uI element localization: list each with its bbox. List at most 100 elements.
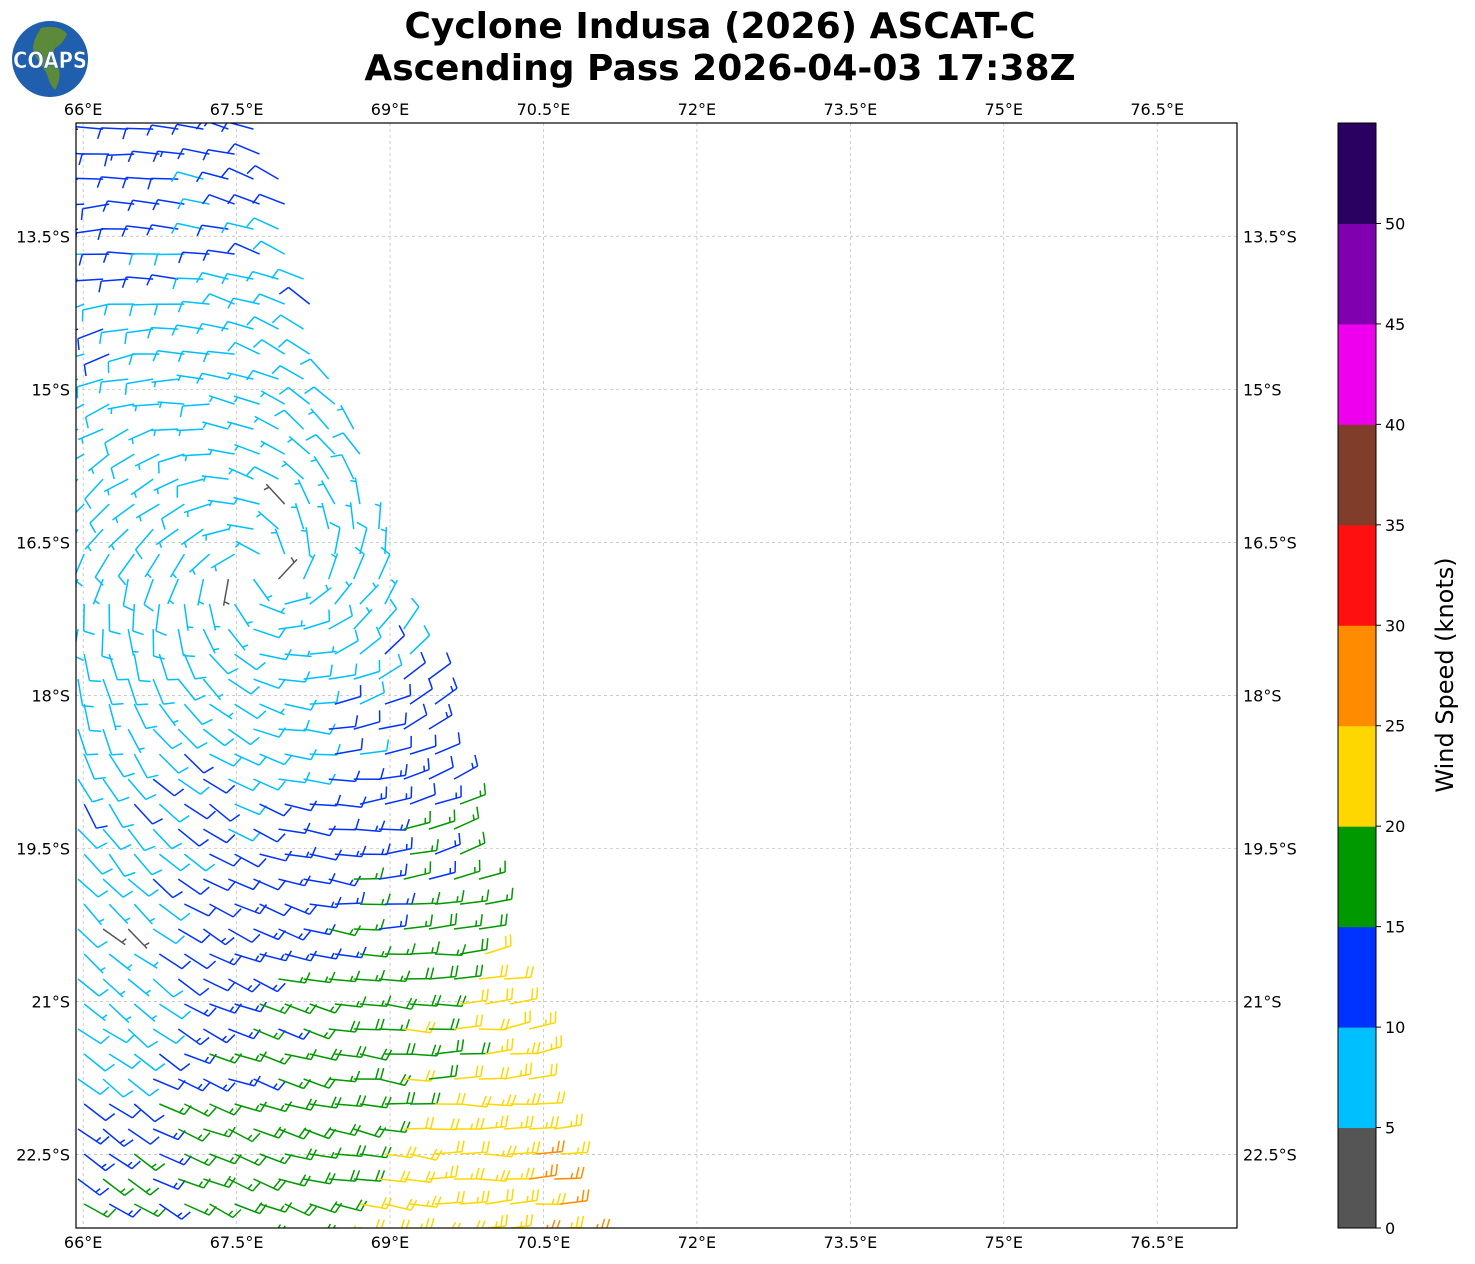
colorbar-bin (1338, 323, 1376, 425)
wind-barb (177, 1028, 210, 1046)
wind-barb (278, 386, 311, 405)
wind-barb (170, 171, 204, 183)
wind-barb (353, 710, 381, 730)
wind-barb (284, 592, 311, 605)
wind-barb (201, 475, 229, 482)
wind-barb (384, 579, 398, 605)
wind-barb (124, 378, 154, 395)
wind-barb (300, 527, 311, 555)
wind-barb (76, 303, 85, 309)
wind-barb (246, 466, 279, 480)
wind-barb (334, 845, 367, 858)
wind-barb (328, 715, 359, 730)
wind-barb (334, 685, 362, 705)
wind-barb (76, 628, 85, 662)
wind-barb (378, 1019, 411, 1031)
wind-barb (359, 843, 391, 856)
wind-barb (97, 228, 129, 241)
wind-barb (227, 297, 260, 309)
wind-barb (153, 303, 185, 316)
wind-barb (409, 941, 441, 955)
wind-barb (299, 358, 330, 380)
wind-barb (155, 528, 179, 548)
wind-barb (428, 1064, 459, 1080)
wind-barb (127, 978, 152, 997)
wind-barb (284, 699, 317, 711)
wind-barb (453, 859, 481, 880)
wind-barb (303, 825, 337, 837)
wind-barb (76, 253, 85, 256)
wind-barb (133, 1203, 167, 1218)
wind-barb (460, 1042, 491, 1055)
colorbar-bin (1338, 524, 1376, 626)
wind-barb (209, 1103, 242, 1116)
lat-tick-label: 19.5°S (1243, 839, 1297, 858)
wind-barb (234, 540, 260, 555)
wind-barb (353, 767, 385, 780)
wind-barb (302, 553, 316, 580)
wind-barb (409, 891, 441, 905)
wind-barb (409, 677, 434, 705)
wind-barb (454, 1117, 485, 1130)
wind-barb (210, 553, 235, 572)
wind-barb (478, 1169, 511, 1182)
lon-tick-label: 72°E (678, 100, 716, 119)
wind-barb (359, 1146, 392, 1159)
wind-barb (96, 127, 129, 140)
wind-barb (428, 809, 456, 830)
wind-barb (127, 628, 139, 656)
wind-barb (99, 328, 129, 344)
wind-barb (112, 503, 135, 524)
wind-barb (453, 1014, 484, 1030)
wind-barb (403, 651, 426, 680)
wind-barb (108, 853, 136, 878)
wind-barb (177, 1078, 211, 1092)
wind-barb (177, 628, 195, 658)
wind-barb (158, 653, 179, 681)
wind-barb (203, 1175, 236, 1189)
wind-barb (356, 521, 368, 555)
wind-barb (127, 199, 160, 212)
wind-barb (428, 1018, 460, 1031)
wind-barb (227, 372, 254, 380)
wind-barb (329, 521, 341, 555)
wind-barb (77, 978, 109, 997)
wind-barb (76, 178, 79, 180)
colorbar-bin (1338, 926, 1376, 1028)
wind-barb (178, 251, 210, 264)
wind-barb (332, 432, 361, 455)
wind-barb (384, 837, 413, 855)
lon-tick-label: 76.5°E (1130, 100, 1184, 119)
wind-barb (504, 1115, 534, 1130)
wind-barb (133, 903, 156, 925)
colorbar-bin (1338, 826, 1376, 928)
wind-barb (378, 546, 391, 580)
wind-barb (177, 198, 210, 210)
wind-barb (434, 732, 461, 755)
wind-barb (428, 1118, 460, 1131)
wind-barb (127, 828, 156, 852)
wind-barb (202, 678, 224, 701)
wind-barb (209, 903, 242, 918)
lat-tick-label: 22.5°S (16, 1146, 70, 1165)
colorbar: 0 5 10 15 20 25 30 35 40 45 50 (1337, 122, 1405, 1238)
wind-barb (76, 503, 85, 514)
wind-barb (202, 928, 235, 946)
wind-barb (353, 1018, 385, 1031)
wind-barb (108, 703, 121, 731)
wind-barb (157, 401, 185, 408)
wind-barb (403, 1170, 436, 1184)
wind-barb (233, 395, 260, 405)
wind-barb (246, 164, 279, 180)
wind-barb (403, 861, 432, 880)
wind-barb (108, 653, 129, 681)
wind-barb (177, 778, 210, 795)
wind-barb (259, 1053, 293, 1065)
wind-barb (203, 1126, 236, 1138)
wind-barb (277, 557, 298, 580)
svg-text:COAPS: COAPS (13, 49, 87, 74)
wind-barb (228, 978, 261, 993)
wind-barb (304, 1227, 307, 1228)
wind-barb (378, 1120, 411, 1134)
wind-barb (134, 453, 160, 470)
